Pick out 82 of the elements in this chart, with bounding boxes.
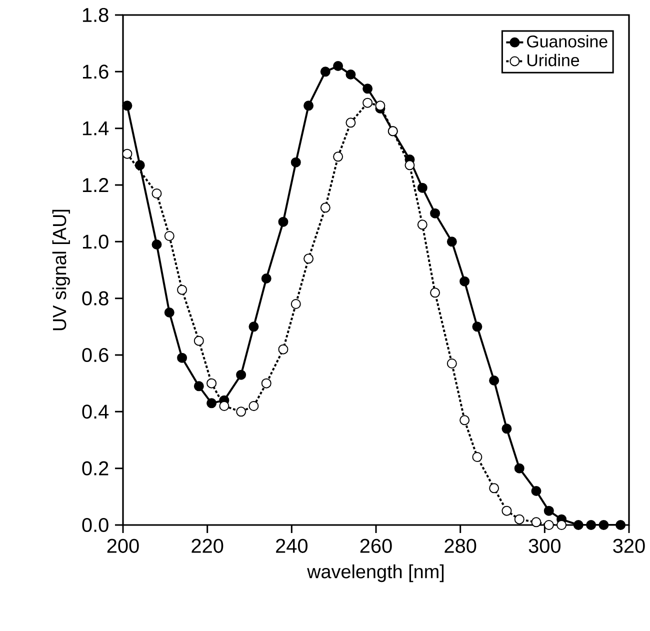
point [472, 452, 482, 462]
point [261, 273, 272, 284]
point [164, 230, 174, 241]
point [346, 118, 356, 128]
point [290, 298, 301, 309]
point [446, 236, 457, 247]
y-tick-label: 0.0 [82, 518, 108, 532]
legend-label: Guanosine [527, 35, 608, 48]
point [177, 284, 188, 295]
point [375, 100, 386, 111]
y-tick-label: 0.4 [82, 404, 109, 419]
point [219, 400, 230, 411]
point [320, 66, 330, 77]
point [417, 182, 428, 193]
point [236, 370, 246, 380]
point [417, 220, 428, 230]
y-tick-label: 0.2 [82, 461, 108, 476]
point [261, 378, 272, 388]
x-axis-title: wavelength [nm] [307, 564, 444, 582]
point [206, 378, 217, 388]
y-tick-label: 1.4 [82, 121, 109, 136]
x-tick-label: 320 [613, 538, 645, 553]
point [194, 336, 204, 346]
point [404, 160, 415, 170]
point [290, 157, 301, 168]
point [430, 208, 440, 218]
y-tick-label: 1.8 [82, 8, 108, 22]
legend-label: Uridine [527, 54, 580, 66]
point [531, 486, 542, 496]
y-tick-label: 1.6 [82, 64, 108, 79]
y-tick-label: 0.8 [82, 291, 108, 306]
y-axis-title: UV signal [AU] [52, 210, 70, 330]
point [206, 398, 217, 408]
point [544, 520, 554, 530]
point [134, 160, 145, 170]
point [164, 307, 174, 318]
x-tick-label: 220 [192, 538, 224, 553]
y-tick-label: 1.0 [82, 234, 108, 249]
x-tick-label: 280 [444, 538, 476, 553]
point [460, 276, 470, 286]
point [531, 517, 542, 528]
point [502, 506, 512, 516]
point [304, 100, 314, 111]
y-tick-label: 1.2 [82, 178, 108, 192]
point [544, 506, 554, 516]
point [152, 188, 162, 198]
point [278, 216, 288, 227]
point [446, 358, 457, 368]
point [472, 322, 482, 332]
point [362, 98, 373, 108]
point [430, 288, 440, 298]
point [248, 400, 259, 411]
point [333, 60, 344, 71]
point [489, 375, 500, 386]
point [586, 520, 596, 530]
point [460, 415, 470, 426]
point [333, 152, 344, 162]
point [248, 322, 259, 332]
point [514, 514, 524, 524]
point [502, 424, 512, 434]
point [194, 381, 204, 392]
point [236, 406, 246, 417]
x-tick-label: 240 [276, 538, 308, 553]
point [122, 148, 132, 159]
y-tick-label: 0.6 [82, 348, 108, 362]
point [304, 254, 314, 264]
x-tick-label: 200 [107, 538, 139, 553]
point [346, 69, 356, 80]
point [514, 463, 524, 474]
point [556, 520, 567, 530]
point [320, 202, 330, 213]
x-tick-label: 300 [528, 538, 560, 553]
point [122, 100, 132, 111]
point [278, 344, 288, 354]
point [177, 352, 188, 363]
point [598, 520, 609, 530]
point [362, 84, 373, 94]
point [573, 520, 584, 530]
point [616, 520, 626, 530]
point [489, 483, 500, 494]
x-tick-label: 260 [360, 538, 392, 553]
point [152, 239, 162, 250]
